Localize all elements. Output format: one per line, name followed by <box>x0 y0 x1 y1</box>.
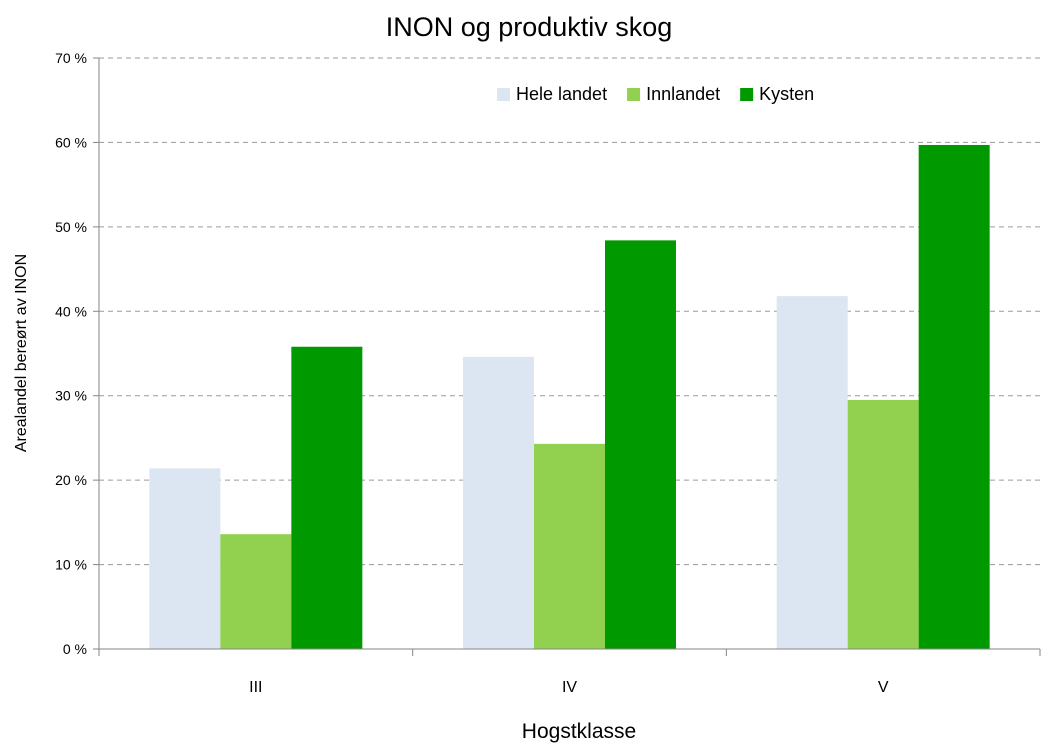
legend-label: Kysten <box>759 84 814 104</box>
legend: Hele landet Innlandet Kysten <box>497 84 814 104</box>
x-axis-title: Hogstklasse <box>522 720 636 743</box>
y-tick-label: 20 % <box>55 472 87 488</box>
legend-swatch <box>627 88 641 101</box>
bar <box>918 144 990 649</box>
bar <box>220 534 292 649</box>
axes: 0 % 10 % 20 % 30 % 40 % 50 % 60 % 70 % III IV V <box>55 50 1041 696</box>
bar <box>463 356 534 649</box>
legend-label: Innlandet <box>646 84 720 104</box>
bars <box>149 144 990 649</box>
bar <box>534 443 605 649</box>
bar <box>291 346 363 649</box>
legend-label: Hele landet <box>516 84 607 104</box>
bar <box>776 296 848 649</box>
x-tick-label: III <box>249 679 262 696</box>
y-tick-label: 40 % <box>55 303 87 319</box>
y-axis-title: Arealandel bereørt av INON <box>13 254 30 452</box>
x-tick-label: V <box>878 679 889 696</box>
x-tick-label: IV <box>562 679 577 696</box>
y-tick-label: 0 % <box>63 641 87 657</box>
y-tick-label: 60 % <box>55 134 87 150</box>
bar <box>847 399 919 649</box>
gridlines <box>99 57 1040 566</box>
y-tick-label: 10 % <box>55 557 87 573</box>
y-tick-label: 30 % <box>55 388 87 404</box>
y-tick-label: 70 % <box>55 50 87 66</box>
legend-swatch <box>497 88 510 101</box>
y-tick-label: 50 % <box>55 219 87 235</box>
legend-swatch <box>740 88 754 101</box>
chart-title: INON og produktiv skog <box>386 12 673 42</box>
bar <box>149 468 221 649</box>
bar <box>605 240 676 649</box>
